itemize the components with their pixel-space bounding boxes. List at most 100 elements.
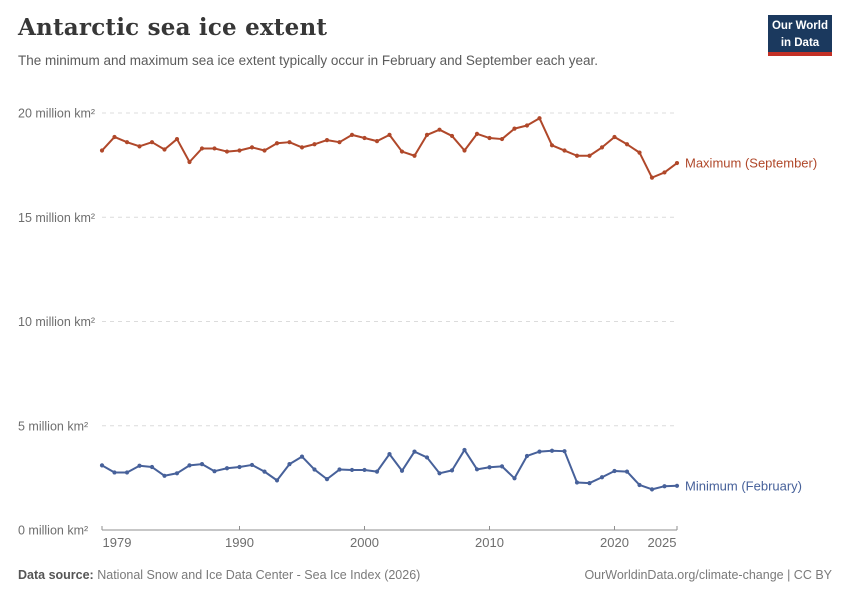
data-point [537,449,542,454]
data-point [224,149,230,154]
data-point [112,470,117,475]
data-point [649,175,655,180]
data-point [249,145,255,150]
data-point [462,447,467,453]
data-point [187,463,192,468]
data-point [137,144,142,149]
data-point [162,473,167,478]
data-point [262,148,267,153]
data-point [449,468,455,473]
data-point [112,134,117,140]
data-point [374,469,380,474]
x-axis-label: 2010 [475,535,504,550]
owid-logo-line2: in Data [780,36,820,49]
data-point [224,466,230,471]
data-point [237,148,242,153]
page-title: Antarctic sea ice extent [18,14,328,41]
data-point [162,147,167,152]
y-axis-label: 5 million km² [18,419,88,433]
data-point [662,170,667,175]
data-point [124,140,130,145]
data-source-label: Data source: [18,568,94,582]
data-point [299,145,305,150]
data-point [399,468,405,473]
data-point [462,148,467,153]
y-axis-label: 15 million km² [18,211,95,225]
data-point [549,448,555,453]
data-point [499,136,505,142]
data-point [312,142,317,147]
series-line [101,117,678,179]
data-point [612,134,617,140]
data-point [587,480,592,486]
data-point [374,139,380,144]
data-point [549,143,555,148]
attribution-link[interactable]: OurWorldinData.org/climate-change | CC B… [584,568,832,582]
data-point [399,149,405,154]
data-point [149,464,155,470]
data-point [574,153,580,158]
data-point [537,116,542,121]
data-point [324,477,330,482]
data-point [262,469,267,474]
data-point [674,483,680,488]
data-point [174,136,180,142]
x-axis-label: 2000 [350,535,379,550]
data-point [287,140,292,145]
data-point [562,148,567,153]
data-point [362,135,367,141]
owid-logo-line1: Our World [771,20,828,32]
data-point [474,467,480,472]
x-axis-label: 2020 [600,535,629,550]
data-point [637,482,642,488]
data-point [499,464,505,469]
data-point [424,132,430,137]
data-point [412,153,417,158]
data-point [149,140,155,145]
data-point [337,467,342,472]
data-point [449,133,455,139]
chart-subtitle: The minimum and maximum sea ice extent t… [18,53,599,68]
data-point [387,452,392,457]
data-point [562,449,567,454]
y-axis-label: 20 million km² [18,107,95,121]
data-point [199,146,205,151]
data-point [437,127,442,132]
data-point [524,123,530,128]
data-point [324,138,330,143]
data-point [512,476,517,481]
data-point [624,469,630,474]
data-point [524,453,530,459]
x-axis-label: 2025 [648,535,677,550]
x-axis-label: 1979 [103,535,132,550]
data-point [249,462,255,468]
x-axis-label: 1990 [225,535,254,550]
data-point [199,462,205,467]
data-point [424,455,430,460]
series-label: Minimum (February) [685,478,802,493]
data-point [599,145,605,150]
data-point [574,480,580,485]
data-point [637,150,642,155]
data-point [99,463,105,468]
data-point [299,454,305,459]
data-point [412,449,417,454]
data-point [124,470,130,475]
data-point [487,465,492,470]
data-point [437,471,442,476]
data-point [312,467,317,472]
data-point [649,487,655,492]
data-point [612,468,617,474]
data-point [624,142,630,147]
data-point [674,160,680,166]
data-point [337,140,342,145]
data-point [212,146,217,151]
data-point [362,467,367,473]
owid-logo: Our World in Data [768,15,832,56]
data-point [599,475,605,480]
data-point [237,464,242,470]
data-point [474,131,480,136]
series-label: Maximum (September) [685,156,817,171]
data-point [387,132,392,137]
